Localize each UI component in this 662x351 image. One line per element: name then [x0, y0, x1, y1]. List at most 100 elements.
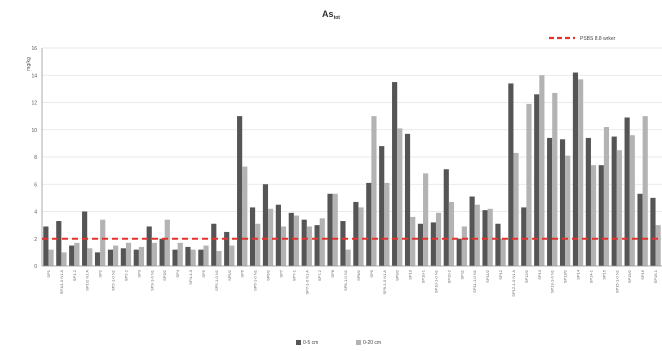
y-tick-label: 10 — [31, 128, 37, 134]
x-tick-label: SP16-1 — [653, 269, 658, 283]
bar-series-0-20cm — [616, 150, 622, 266]
bar-series-0-5cm — [107, 249, 114, 266]
x-tick-label: SP1/2 N1 A — [85, 270, 90, 291]
bar-series-0-20cm — [190, 249, 196, 266]
bar-series-0-20cm — [642, 116, 648, 266]
x-tick-label: SP6 — [240, 269, 245, 277]
bar-series-0-20cm — [164, 219, 170, 266]
bar-series-0-5cm — [392, 82, 398, 266]
bar-series-0-20cm — [255, 223, 261, 266]
bar-series-0-5cm — [146, 226, 152, 266]
bar-series-0-20cm — [410, 216, 416, 266]
bar-series-0-20cm — [552, 92, 558, 267]
axes: 0 2 4 6 8 10 12 14 16 SP1 SP1/1-0 N1 A SP1-2 SP1/2 N… — [31, 46, 662, 297]
x-tick-label: SP1/1-0 N1 A — [59, 270, 64, 295]
bar-series-0-20cm — [280, 226, 287, 266]
bar-series-0-5cm — [340, 221, 346, 266]
x-tick-label: SP7-2 — [317, 269, 322, 281]
x-tick-label: SP5-1-0 N1 — [214, 269, 219, 291]
bar-series-0-20cm — [268, 208, 274, 266]
bar-series-0-5cm — [288, 212, 294, 266]
x-tick-label: SP11/2 — [485, 269, 490, 283]
y-axis-label: mg/kg — [26, 57, 32, 71]
x-tick-label: SP2 — [98, 269, 103, 277]
bar-series-0-20cm — [61, 252, 67, 266]
bar-series-0-20cm — [48, 249, 54, 266]
bar-series-0-5cm — [585, 137, 591, 266]
bar-series-0-5cm — [611, 136, 617, 266]
bar-series-0-5cm — [353, 201, 359, 266]
bar-series-0-20cm — [565, 155, 571, 266]
bar-series-0-20cm — [203, 245, 209, 266]
x-tick-label: SP7-1 — [291, 269, 296, 281]
x-tick-label: SP1 — [46, 269, 51, 277]
x-tick-label: SP13-1-0 N1 — [550, 269, 555, 293]
bar-series-0-5cm — [559, 139, 566, 266]
threshold-legend: PSBS 8.8 wrker — [549, 36, 616, 42]
x-tick-label: SP6-1-0 N1 — [253, 269, 258, 291]
bar-series-0-5cm — [198, 249, 204, 266]
bar-series-0-5cm — [456, 238, 462, 266]
bar-series-0-20cm — [125, 242, 132, 266]
bar-series-0-20cm — [655, 225, 661, 266]
bar-series-0-20cm — [397, 128, 403, 266]
bar-series-0-5cm — [443, 169, 449, 266]
bar-series-0-20cm — [474, 204, 480, 266]
bar-series-0-20cm — [371, 116, 377, 266]
bar-series-0-5cm — [224, 231, 230, 266]
bar-series-0-5cm — [572, 72, 579, 267]
bar-series-0-20cm — [578, 79, 584, 267]
bar-series-0-20cm — [629, 135, 635, 266]
bar-series-0-20cm — [242, 166, 248, 266]
x-tick-label: SP2-2 — [123, 269, 128, 281]
x-tick-label: SP10-1 — [421, 269, 426, 283]
bar-series-0-20cm — [358, 207, 364, 266]
x-tick-label: SP3/2 — [162, 269, 167, 281]
x-tick-label: SP10-1-0 N1 — [433, 269, 438, 293]
bar-series-0-20cm — [74, 242, 80, 266]
bar-series-0-20cm — [306, 226, 312, 266]
x-tick-label: SP6/2 — [266, 269, 271, 281]
bar-series-0-20cm — [500, 238, 506, 266]
threshold-legend-label: PSBS 8.8 wrker — [580, 36, 616, 42]
x-tick-label: SP10 — [408, 269, 413, 280]
bar-series-0-5cm — [508, 83, 514, 266]
bar-series-0-5cm — [237, 116, 243, 266]
y-tick-label: 14 — [31, 73, 37, 79]
x-tick-label: SP7-1-0 N1 A — [304, 270, 309, 295]
x-tick-label: SP12 — [498, 269, 503, 280]
bar-series-0-5cm — [417, 223, 424, 266]
bar-series-0-5cm — [56, 221, 62, 266]
x-tick-label: SP8-1-0 N1 — [343, 269, 348, 291]
x-tick-label: SP9/2 — [395, 269, 400, 281]
bar-series-0-20cm — [603, 127, 610, 267]
bar-series-0-20cm — [100, 219, 106, 266]
bar-series-0-5cm — [69, 245, 75, 266]
bar-series-0-20cm — [138, 246, 145, 266]
y-tick-label: 8 — [34, 155, 37, 161]
legend-swatch — [356, 340, 361, 345]
bar-series-0-20cm — [293, 215, 300, 266]
x-tick-label: SP14-1 — [588, 269, 593, 283]
bars — [43, 72, 661, 267]
x-tick-label: SP15 — [601, 269, 606, 280]
x-tick-label: SP7 — [278, 269, 283, 277]
x-tick-label: SP15/2 — [627, 269, 632, 283]
bar-series-0-5cm — [624, 117, 630, 266]
bar-series-0-20cm — [177, 242, 183, 266]
bar-series-0-20cm — [384, 182, 390, 266]
y-tick-label: 16 — [31, 46, 37, 52]
bar-series-0-20cm — [113, 245, 119, 266]
bar-series-0-5cm — [120, 248, 126, 266]
bar-series-0-5cm — [314, 225, 320, 266]
bar-series-0-20cm — [345, 249, 351, 266]
bar-series-0-20cm — [487, 208, 493, 266]
bar-series-0-5cm — [94, 252, 101, 266]
y-tick-label: 2 — [34, 237, 37, 243]
bar-series-0-5cm — [43, 226, 49, 266]
bar-series-0-5cm — [650, 197, 656, 266]
bar-series-0-5cm — [249, 207, 256, 266]
bar-series-0-20cm — [151, 242, 157, 266]
